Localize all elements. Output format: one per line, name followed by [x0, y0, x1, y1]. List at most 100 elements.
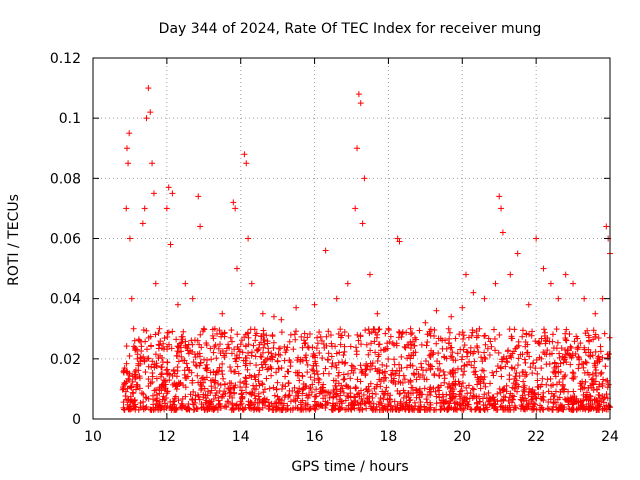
baseline-point	[248, 349, 255, 356]
baseline-point	[270, 339, 277, 346]
baseline-point	[230, 405, 237, 412]
baseline-point	[387, 371, 394, 378]
baseline-point	[477, 406, 484, 413]
data-point	[422, 319, 429, 326]
baseline-point	[201, 356, 208, 363]
baseline-point	[356, 390, 363, 397]
baseline-point	[544, 347, 551, 354]
baseline-point	[572, 350, 579, 357]
baseline-point	[316, 390, 323, 397]
baseline-point	[418, 360, 425, 367]
baseline-point	[332, 377, 339, 384]
baseline-point	[490, 326, 497, 333]
baseline-point	[440, 368, 447, 375]
data-point	[322, 247, 329, 254]
baseline-point	[270, 384, 277, 391]
baseline-point	[392, 380, 399, 387]
data-point	[355, 91, 362, 98]
baseline-point	[158, 370, 165, 377]
baseline-point	[187, 347, 194, 354]
baseline-point	[409, 338, 416, 345]
baseline-point	[282, 383, 289, 390]
data-point	[603, 223, 610, 230]
baseline-point	[287, 331, 294, 338]
baseline-point	[145, 334, 152, 341]
baseline-point	[605, 381, 612, 388]
baseline-point	[171, 380, 178, 387]
baseline-point	[129, 378, 136, 385]
baseline-point	[357, 378, 364, 385]
baseline-point	[126, 352, 133, 359]
baseline-point	[252, 395, 259, 402]
baseline-point	[538, 335, 545, 342]
baseline-point	[465, 401, 472, 408]
baseline-point	[512, 404, 519, 411]
baseline-point	[251, 385, 258, 392]
baseline-point	[326, 394, 333, 401]
data-point	[145, 85, 152, 92]
data-point	[152, 280, 159, 287]
baseline-point	[211, 343, 218, 350]
baseline-point	[387, 333, 394, 340]
baseline-point	[379, 361, 386, 368]
baseline-point	[510, 393, 517, 400]
baseline-point	[445, 325, 452, 332]
baseline-point	[202, 365, 209, 372]
baseline-point	[583, 396, 590, 403]
baseline-point	[244, 366, 251, 373]
baseline-point	[525, 400, 532, 407]
chart-title: Day 344 of 2024, Rate Of TEC Index for r…	[159, 21, 542, 37]
x-tick-label: 10	[84, 429, 102, 445]
baseline-point	[459, 380, 466, 387]
data-point	[156, 325, 163, 332]
baseline-point	[145, 355, 152, 362]
baseline-point	[307, 374, 314, 381]
baseline-point	[407, 355, 414, 362]
baseline-point	[174, 364, 181, 371]
baseline-point	[129, 389, 136, 396]
baseline-point	[502, 363, 509, 370]
baseline-point	[482, 332, 489, 339]
baseline-point	[379, 402, 386, 409]
baseline-point	[330, 387, 337, 394]
baseline-point	[543, 361, 550, 368]
baseline-point	[365, 326, 372, 333]
baseline-point	[196, 341, 203, 348]
y-tick-label: 0.08	[50, 171, 81, 187]
baseline-point	[320, 341, 327, 348]
baseline-point	[158, 364, 165, 371]
baseline-point	[244, 330, 251, 337]
baseline-point	[185, 350, 192, 357]
data-point	[189, 295, 196, 302]
baseline-point	[515, 355, 522, 362]
baseline-point	[405, 390, 412, 397]
baseline-point	[297, 399, 304, 406]
baseline-point	[603, 391, 610, 398]
x-tick-label: 20	[453, 429, 471, 445]
baseline-point	[523, 403, 530, 410]
baseline-point	[573, 406, 580, 413]
baseline-point	[413, 387, 420, 394]
baseline-point	[304, 369, 311, 376]
data-point	[507, 271, 514, 278]
y-tick-label: 0.02	[50, 352, 81, 368]
x-tick-label: 12	[158, 429, 176, 445]
baseline-point	[474, 403, 481, 410]
baseline-point	[403, 399, 410, 406]
baseline-point	[196, 350, 203, 357]
baseline-point	[494, 363, 501, 370]
data-point	[514, 250, 521, 257]
baseline-point	[525, 391, 532, 398]
baseline-point	[444, 383, 451, 390]
baseline-point	[538, 365, 545, 372]
baseline-point	[169, 328, 176, 335]
baseline-point	[423, 396, 430, 403]
baseline-point	[227, 384, 234, 391]
baseline-point	[528, 332, 535, 339]
baseline-point	[480, 401, 487, 408]
baseline-point	[131, 396, 138, 403]
baseline-point	[532, 338, 539, 345]
x-tick-labels: 10 12 14 16 18 20 22 24	[84, 429, 619, 445]
baseline-point	[567, 394, 574, 401]
baseline-point	[593, 397, 600, 404]
